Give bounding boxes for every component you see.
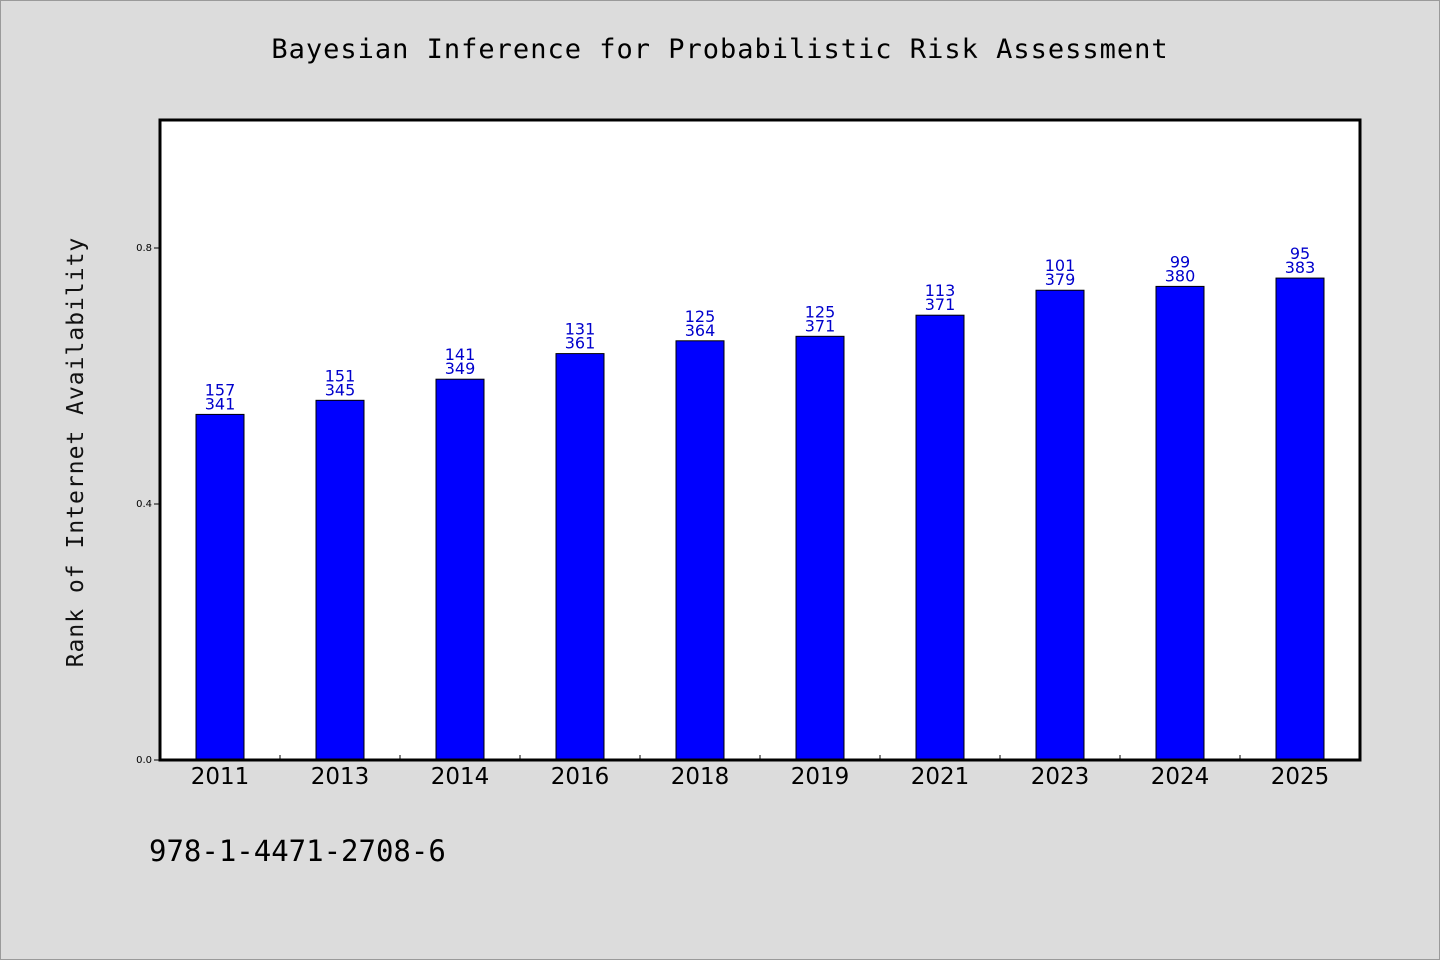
bar-label-top: 99	[1170, 252, 1190, 271]
bar	[1035, 289, 1085, 761]
bar-label-top: 113	[925, 281, 956, 300]
bar-label-bottom: 383	[1285, 258, 1316, 277]
bar-label-bottom: 371	[805, 316, 836, 335]
x-tick-label: 2021	[911, 764, 970, 790]
bar	[555, 353, 605, 761]
bar	[315, 399, 365, 761]
x-tick-label: 2025	[1271, 764, 1330, 790]
x-tick-label: 2024	[1151, 764, 1210, 790]
bar-label-bottom: 371	[925, 295, 956, 314]
x-tick-label: 2011	[191, 764, 250, 790]
bar-label-top: 95	[1290, 244, 1310, 263]
y-tick-label: 0.0	[136, 755, 152, 766]
bar-label-bottom: 341	[205, 394, 236, 413]
x-tick-label: 2019	[791, 764, 850, 790]
bar	[795, 335, 845, 761]
bar-label-top: 125	[685, 307, 716, 326]
bar-label-bottom: 345	[325, 380, 356, 399]
bar	[195, 413, 245, 761]
bar-label-top: 141	[445, 345, 476, 364]
x-tick-label: 2013	[311, 764, 370, 790]
x-tick-label: 2016	[551, 764, 610, 790]
bar	[675, 340, 725, 761]
x-tick-label: 2018	[671, 764, 730, 790]
bar	[1275, 277, 1325, 761]
bar	[915, 314, 965, 761]
y-tick-label: 0.4	[136, 499, 152, 510]
x-tick-label: 2023	[1031, 764, 1090, 790]
bar-label-bottom: 364	[685, 321, 716, 340]
x-tick-label: 2014	[431, 764, 490, 790]
isbn-text: 978-1-4471-2708-6	[149, 834, 446, 868]
y-tick-label: 0.8	[136, 243, 152, 254]
bar-label-top: 151	[325, 366, 356, 385]
bar-label-top: 101	[1045, 256, 1076, 275]
bar-label-top: 125	[805, 302, 836, 321]
bar-label-bottom: 379	[1045, 270, 1076, 289]
plot-frame	[158, 118, 1362, 762]
bar-label-top: 157	[205, 380, 236, 399]
chart-title: Bayesian Inference for Probabilistic Ris…	[271, 34, 1169, 65]
bar	[1155, 285, 1205, 761]
bar-label-bottom: 361	[565, 334, 596, 353]
bar-label-top: 131	[565, 320, 596, 339]
bar-label-bottom: 349	[445, 359, 476, 378]
bar	[435, 378, 485, 761]
bar-label-bottom: 380	[1165, 266, 1196, 285]
